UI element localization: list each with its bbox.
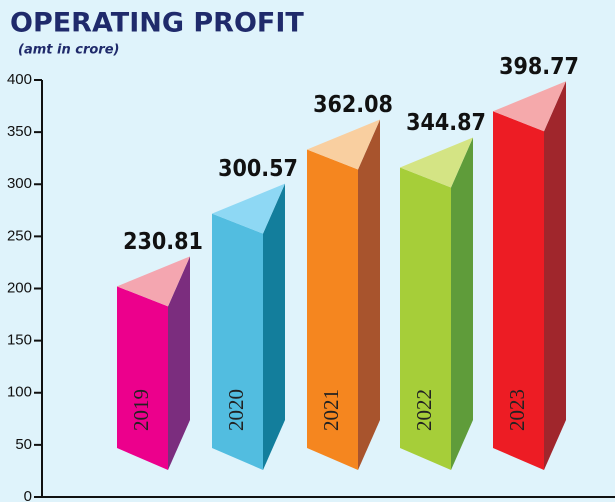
bar-front <box>212 213 263 471</box>
bar-top <box>212 183 285 234</box>
bar-side <box>451 137 473 470</box>
y-tick-label: 250 <box>7 227 32 244</box>
bar-top <box>117 256 190 307</box>
category-label: 2023 <box>505 389 529 431</box>
value-label: 398.77 <box>499 54 579 80</box>
y-tick-label: 400 <box>7 71 32 88</box>
bar-front <box>400 167 451 470</box>
bar-side <box>168 256 190 470</box>
bar-front <box>307 149 358 470</box>
bar-side <box>544 81 566 470</box>
value-label: 300.57 <box>218 156 298 182</box>
y-tick-label: 200 <box>7 279 32 296</box>
y-tick-label: 100 <box>7 384 32 401</box>
y-tick-label: 150 <box>7 332 32 349</box>
value-label: 362.08 <box>313 92 393 118</box>
bar-front <box>117 286 168 470</box>
y-tick-label: 300 <box>7 175 32 192</box>
bar-side <box>263 183 285 471</box>
bar-top <box>307 119 380 170</box>
bar-top <box>493 81 566 132</box>
y-tick-label: 50 <box>15 436 32 453</box>
category-label: 2020 <box>224 389 248 431</box>
category-label: 2019 <box>129 389 153 431</box>
y-tick-label: 350 <box>7 123 32 140</box>
bar-side <box>358 119 380 470</box>
chart-subtitle: (amt in crore) <box>18 43 119 58</box>
value-label: 230.81 <box>123 229 203 255</box>
bar-front <box>493 111 544 470</box>
value-label: 344.87 <box>406 110 486 136</box>
bar-top <box>400 137 473 188</box>
category-label: 2021 <box>319 389 343 431</box>
category-label: 2022 <box>412 389 436 431</box>
chart-title: OPERATING PROFIT <box>10 8 304 39</box>
y-tick-label: 0 <box>24 488 32 502</box>
